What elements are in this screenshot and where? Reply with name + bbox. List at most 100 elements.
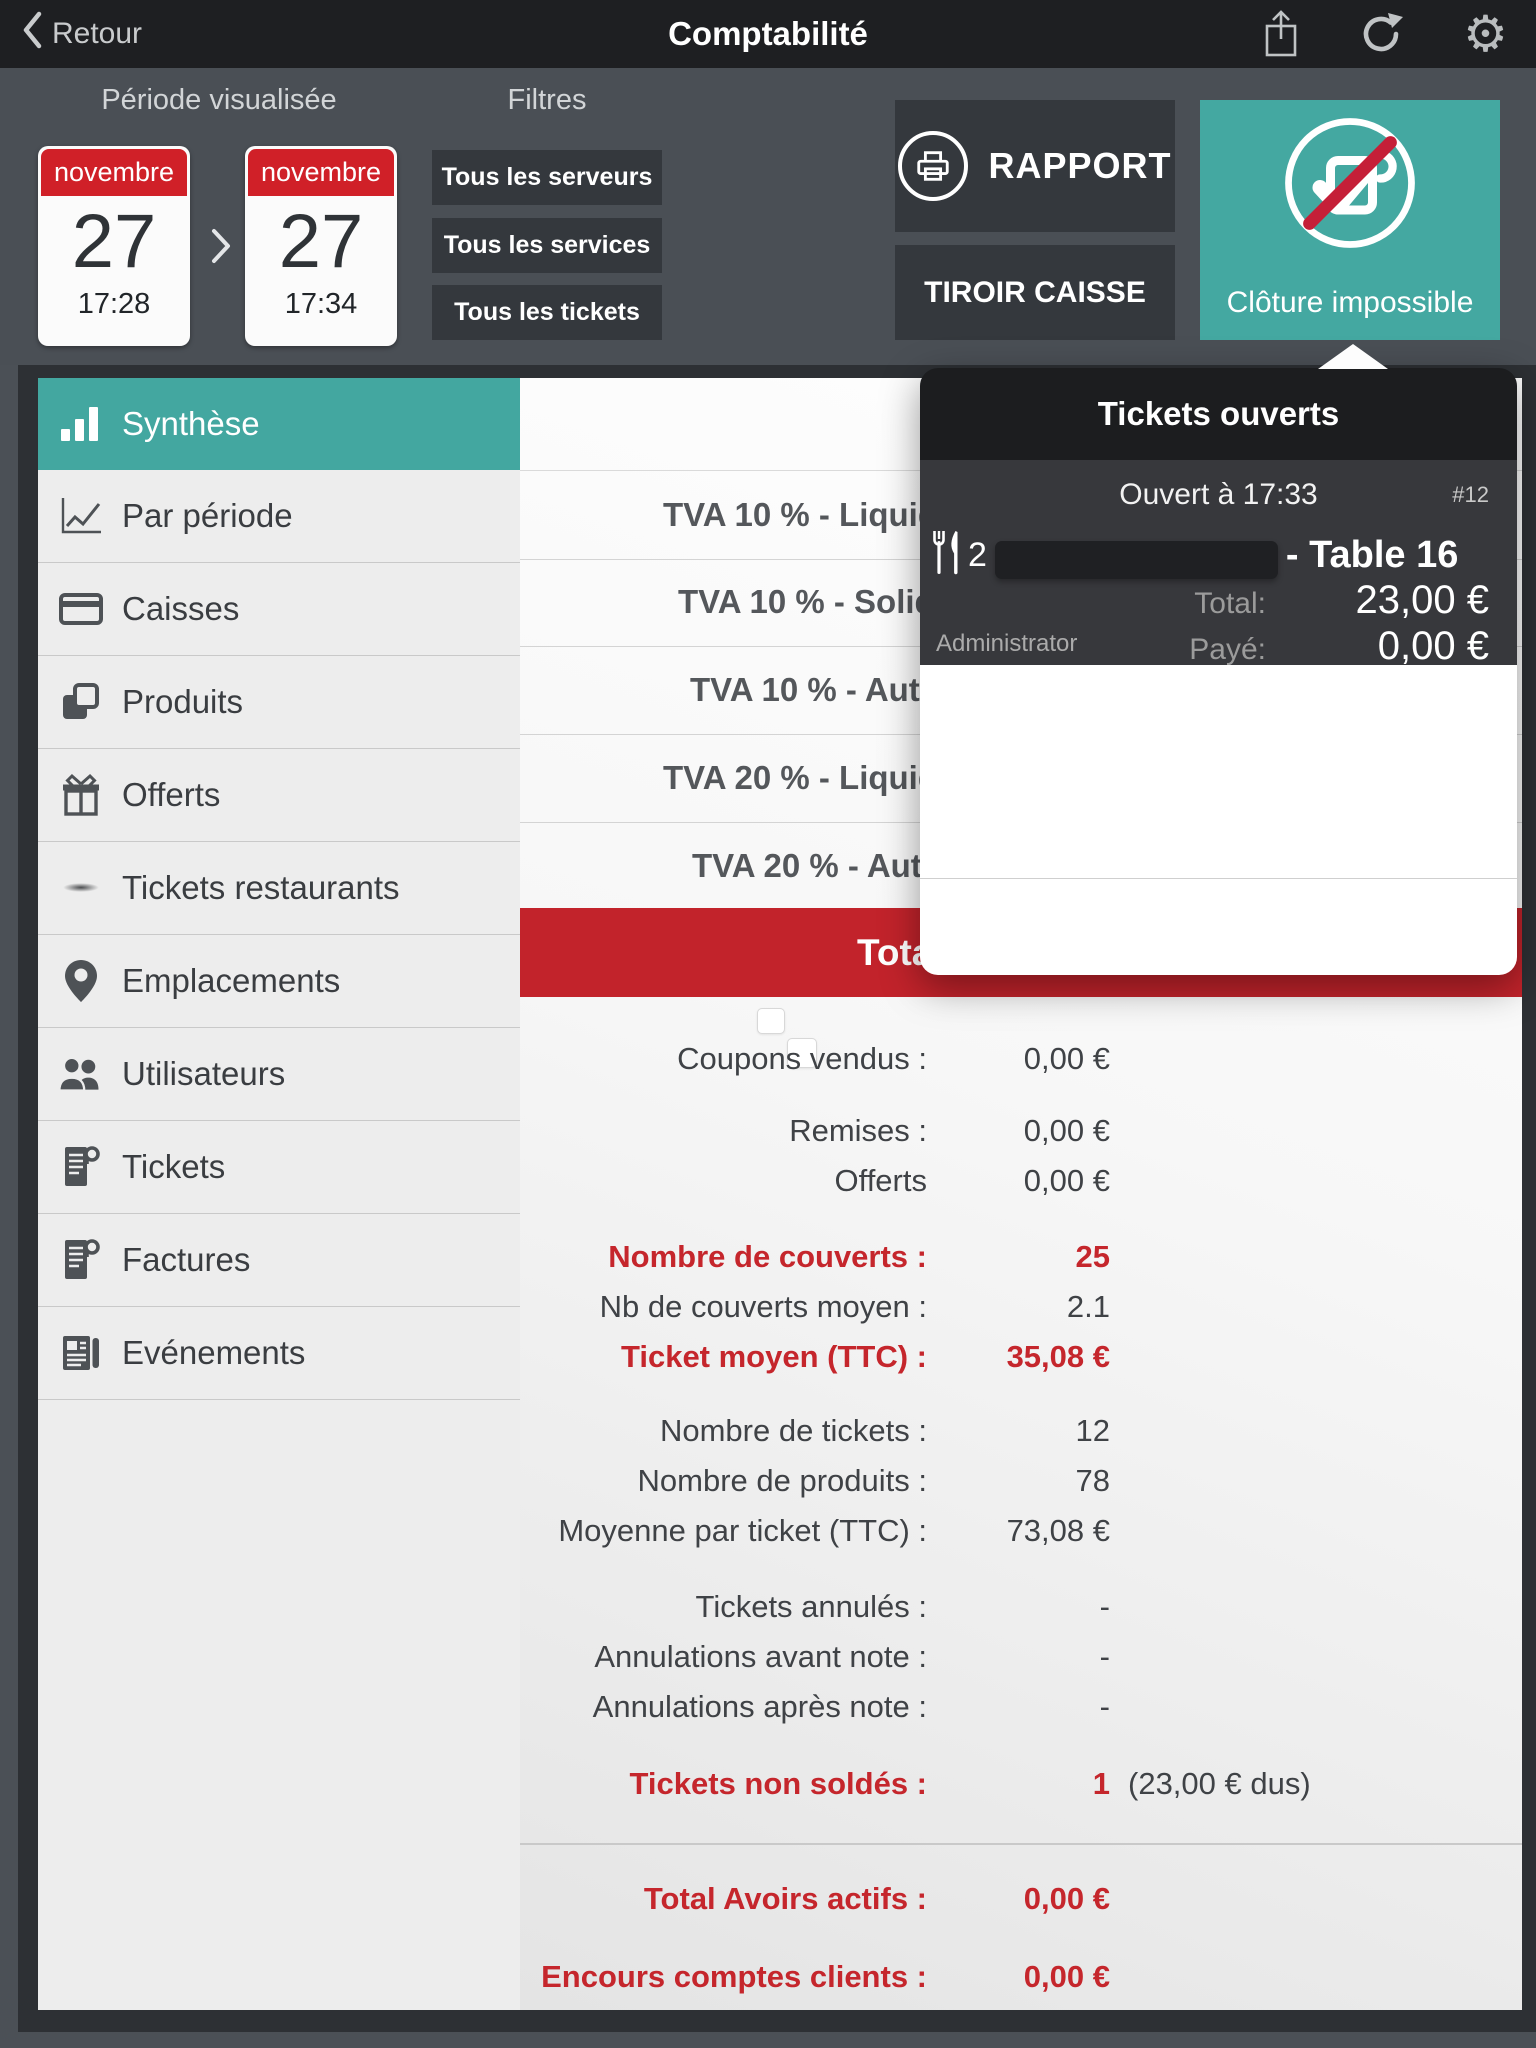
total-value: 23,00 € <box>1355 578 1489 622</box>
chevron-right-icon <box>198 228 244 269</box>
closure-label: Clôture impossible <box>1226 286 1474 319</box>
sidebar-item-label: Offerts <box>122 776 221 813</box>
stat-nombre-tickets: Nombre de tickets :12 <box>659 1413 1110 1448</box>
sidebar-item-utilisateurs[interactable]: Utilisateurs <box>38 1028 520 1121</box>
calendar-day: 27 <box>278 199 364 284</box>
sidebar-item-emplacements[interactable]: Emplacements <box>38 935 520 1028</box>
stat-encours-clients: Encours comptes clients :0,00 € <box>541 1959 1110 1994</box>
sidebar-item-label: Emplacements <box>122 962 341 999</box>
ui-artifact-square <box>787 1038 817 1068</box>
report-button[interactable]: RAPPORT <box>895 100 1175 232</box>
popover-title: Tickets ouverts <box>920 368 1517 460</box>
copy-pages-icon <box>58 678 104 726</box>
stat-total-avoirs: Total Avoirs actifs :0,00 € <box>643 1881 1110 1916</box>
sidebar-item-tickets[interactable]: Tickets <box>38 1121 520 1214</box>
date-to-card[interactable]: novembre 27 17:34 <box>245 146 397 346</box>
sidebar-item-caisses[interactable]: Caisses <box>38 563 520 656</box>
divider <box>520 1843 1522 1845</box>
covers-count: 2 <box>968 535 987 574</box>
cutlery-icon <box>932 529 962 582</box>
open-ticket-item[interactable]: Ouvert à 17:33 #12 2 - Table 16 Total: 2… <box>920 460 1517 668</box>
stat-tickets-non-soldes: Tickets non soldés :1 (23,00 € dus) <box>629 1766 1311 1801</box>
top-bar: Retour Comptabilité ⚙ <box>0 0 1536 68</box>
table-label: - Table 16 <box>1285 533 1459 576</box>
tva-row-label: TVA 10 % - Autre <box>690 671 951 708</box>
stat-annulations-apres: Annulations après note :- <box>592 1689 1110 1724</box>
tva-row-label: TVA 10 % - Solide <box>678 583 954 620</box>
report-label: RAPPORT <box>988 145 1172 186</box>
popover-empty-list <box>920 665 1517 975</box>
page-title: Comptabilité <box>668 15 868 52</box>
cash-drawer-button[interactable]: TIROIR CAISSE <box>895 245 1175 340</box>
total-label: Total: <box>1194 587 1266 620</box>
filter-all-servers-button[interactable]: Tous les serveurs <box>432 150 662 205</box>
ui-artifact-square <box>757 1008 785 1034</box>
sidebar-item-evenements[interactable]: Evénements <box>38 1307 520 1400</box>
sidebar-item-label: Factures <box>122 1241 251 1278</box>
calendar-time: 17:28 <box>77 288 151 320</box>
divider <box>920 878 1517 879</box>
sidebar-item-tickets-restaurants[interactable]: Tickets restaurants <box>38 842 520 935</box>
stat-offerts: Offerts 0,00 € <box>834 1163 1110 1198</box>
date-from-card[interactable]: novembre 27 17:28 <box>38 146 190 346</box>
sidebar-item-label: Caisses <box>122 590 240 627</box>
filter-all-services-button[interactable]: Tous les services <box>432 218 662 273</box>
chevron-left-icon <box>22 11 42 57</box>
closure-impossible-button[interactable]: Clôture impossible <box>1200 100 1500 340</box>
tva-row-label: TVA 20 % - Liquide <box>663 759 957 796</box>
calendar-day: 27 <box>71 199 157 284</box>
share-icon[interactable] <box>1261 9 1301 59</box>
back-button[interactable]: Retour <box>22 11 142 57</box>
calendar-time: 17:34 <box>284 288 358 320</box>
sidebar-item-synthese[interactable]: Synthèse <box>38 378 520 470</box>
stat-couverts-moyen: Nb de couverts moyen :2.1 <box>599 1289 1110 1324</box>
sidebar-item-produits[interactable]: Produits <box>38 656 520 749</box>
tva-row-label: TVA 20 % - Autre <box>692 847 953 884</box>
stat-nombre-produits: Nombre de produits :78 <box>637 1463 1110 1498</box>
calendar-month: novembre <box>41 149 187 196</box>
redacted-customer-name <box>994 541 1278 579</box>
header-band: Période visualisée Filtres novembre 27 1… <box>0 68 1536 365</box>
stat-remises: Remises :0,00 € <box>789 1113 1110 1148</box>
sidebar-item-par-periode[interactable]: Par période <box>38 470 520 563</box>
receipt-icon <box>58 1143 104 1191</box>
newspaper-icon <box>58 1329 104 1377</box>
sidebar-item-label: Tickets restaurants <box>122 869 400 906</box>
gift-icon <box>58 771 104 819</box>
popover-arrow <box>1318 344 1388 369</box>
open-tickets-popover: Tickets ouverts Ouvert à 17:33 #12 2 - T… <box>920 368 1517 975</box>
invoice-icon <box>58 1236 104 1284</box>
sidebar-item-label: Produits <box>122 683 244 720</box>
sidebar: Synthèse Par période Caisses Produits Of… <box>38 378 520 2010</box>
paid-label: Payé: <box>1189 633 1266 666</box>
sidebar-item-label: Evénements <box>122 1334 306 1371</box>
stat-moyenne-ticket: Moyenne par ticket (TTC) :73,08 € <box>558 1513 1110 1548</box>
sidebar-item-offerts[interactable]: Offerts <box>38 749 520 842</box>
users-icon <box>58 1050 104 1098</box>
tva-row[interactable]: TVA 10 % - Liquide <box>520 470 1522 560</box>
paid-value: 0,00 € <box>1377 624 1489 668</box>
bar-chart-icon <box>58 400 104 448</box>
sphere-icon <box>58 864 104 912</box>
filter-all-tickets-button[interactable]: Tous les tickets <box>432 285 662 340</box>
credit-card-icon <box>58 585 104 633</box>
stat-annulations-avant: Annulations avant note :- <box>594 1639 1110 1674</box>
gear-icon[interactable]: ⚙ <box>1463 5 1508 63</box>
period-label: Période visualisée <box>101 84 337 116</box>
stat-nombre-couverts: Nombre de couverts :25 <box>608 1239 1110 1274</box>
ticket-opened-time: Ouvert à 17:33 <box>1119 478 1318 511</box>
tva-row-label: TVA 10 % - Liquide <box>663 496 957 533</box>
sidebar-item-label: Utilisateurs <box>122 1055 286 1092</box>
sidebar-item-label: Tickets <box>122 1148 226 1185</box>
printer-icon <box>898 131 969 201</box>
map-pin-icon <box>58 957 104 1005</box>
sidebar-item-label: Synthèse <box>122 405 260 442</box>
server-name: Administrator <box>936 630 1078 657</box>
calendar-month: novembre <box>248 149 394 196</box>
sidebar-item-label: Par période <box>122 497 293 534</box>
stat-coupons-vendus: Coupons vendus :0,00 € <box>677 1041 1110 1076</box>
ticket-number: #12 <box>1452 482 1489 507</box>
sidebar-item-factures[interactable]: Factures <box>38 1214 520 1307</box>
refresh-icon[interactable] <box>1359 11 1405 57</box>
filters-label: Filtres <box>507 84 587 116</box>
